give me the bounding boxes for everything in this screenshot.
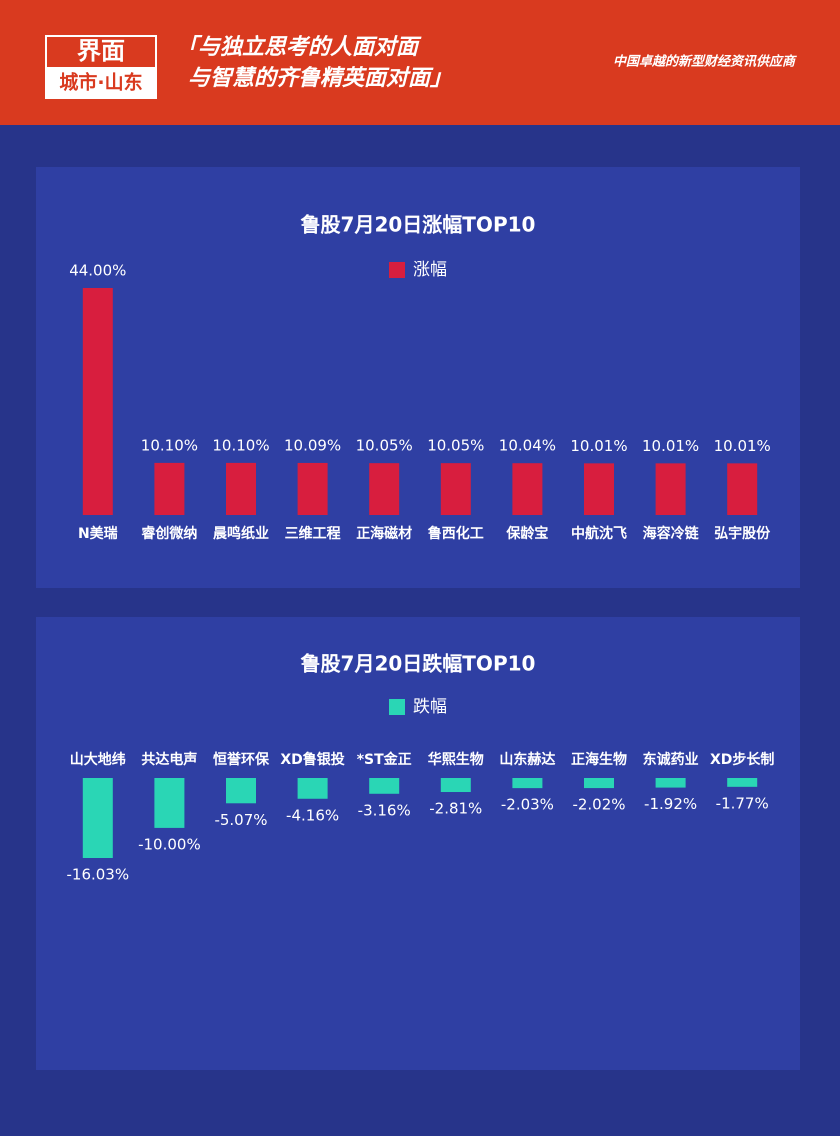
- value-label: 10.04%: [499, 437, 556, 455]
- value-label: -1.92%: [644, 795, 697, 813]
- logo-sub-bg: [46, 67, 156, 98]
- logo-sub: 城市·山东: [59, 71, 142, 94]
- bar: [226, 462, 256, 515]
- value-label: 44.00%: [69, 262, 126, 280]
- value-label: 10.05%: [427, 437, 484, 455]
- category-label: 弘宇股份: [714, 525, 771, 542]
- chart-title: 鲁股7月20日涨幅TOP10: [301, 213, 536, 237]
- value-label: -1.77%: [716, 794, 769, 812]
- value-label: -3.16%: [358, 801, 411, 819]
- slogan: 与智慧的齐鲁精英面对面」: [188, 65, 452, 91]
- logo: 界面: [77, 37, 125, 65]
- bar: [82, 778, 113, 858]
- category-label: XD鲁银投: [280, 751, 344, 768]
- category-label: 山东赫达: [499, 751, 555, 768]
- bar: [512, 463, 543, 515]
- panel: [36, 617, 800, 1070]
- category-label: 睿创微纳: [140, 525, 197, 542]
- value-label: -4.16%: [286, 806, 339, 824]
- category-label: 正海磁材: [356, 525, 412, 542]
- bar: [297, 462, 328, 515]
- category-label: XD步长制: [710, 751, 774, 768]
- panel: [36, 167, 800, 588]
- value-label: 10.05%: [356, 437, 413, 455]
- legend-label: 跌幅: [413, 697, 447, 717]
- bar: [369, 778, 400, 794]
- category-label: 正海生物: [571, 751, 627, 768]
- category-label: 山大地纬: [70, 751, 126, 768]
- category-label: 中航沈飞: [571, 525, 627, 542]
- tagline: 中国卓越的新型财经资讯供应商: [613, 54, 797, 70]
- bar: [512, 778, 543, 789]
- bar: [82, 288, 113, 515]
- slogan: 「与独立思考的人面对面: [176, 34, 422, 60]
- value-label: 10.01%: [642, 437, 699, 455]
- category-label: 恒誉环保: [213, 751, 270, 768]
- legend-swatch: [389, 699, 405, 715]
- bar: [655, 778, 686, 788]
- category-label: 海容冷链: [643, 525, 700, 542]
- category-label: *ST金正: [357, 751, 412, 768]
- value-label: 10.01%: [714, 437, 771, 455]
- value-label: 10.01%: [570, 437, 627, 455]
- legend-swatch: [389, 262, 405, 278]
- category-label: 晨鸣纸业: [213, 525, 269, 542]
- bar: [440, 463, 471, 515]
- category-label: 三维工程: [285, 525, 341, 542]
- category-label: 华熙生物: [428, 751, 484, 768]
- value-label: -2.81%: [429, 800, 482, 818]
- value-label: -10.00%: [138, 835, 201, 853]
- bar: [297, 778, 328, 799]
- bar: [226, 778, 256, 804]
- bar: [655, 463, 686, 515]
- bar: [154, 778, 185, 828]
- value-label: -2.02%: [572, 796, 625, 814]
- bar: [440, 778, 471, 793]
- chart-title: 鲁股7月20日跌幅TOP10: [301, 652, 536, 676]
- value-label: 10.09%: [284, 436, 341, 454]
- category-label: N美瑞: [78, 525, 118, 542]
- bar: [369, 463, 400, 515]
- value-label: 10.10%: [212, 436, 269, 454]
- bar: [584, 778, 614, 789]
- category-label: 东诚药业: [643, 751, 699, 768]
- value-label: -16.03%: [66, 866, 129, 884]
- category-label: 保龄宝: [505, 525, 548, 542]
- category-label: 共达电声: [141, 751, 197, 768]
- legend-label: 涨幅: [413, 260, 447, 280]
- value-label: -5.07%: [214, 811, 267, 829]
- header-bar: [0, 0, 840, 125]
- category-label: 鲁西化工: [427, 525, 484, 542]
- bar: [727, 463, 758, 515]
- bar: [727, 778, 758, 787]
- bar: [584, 463, 614, 515]
- bar: [154, 462, 185, 515]
- value-label: 10.10%: [141, 436, 198, 454]
- value-label: -2.03%: [501, 796, 554, 814]
